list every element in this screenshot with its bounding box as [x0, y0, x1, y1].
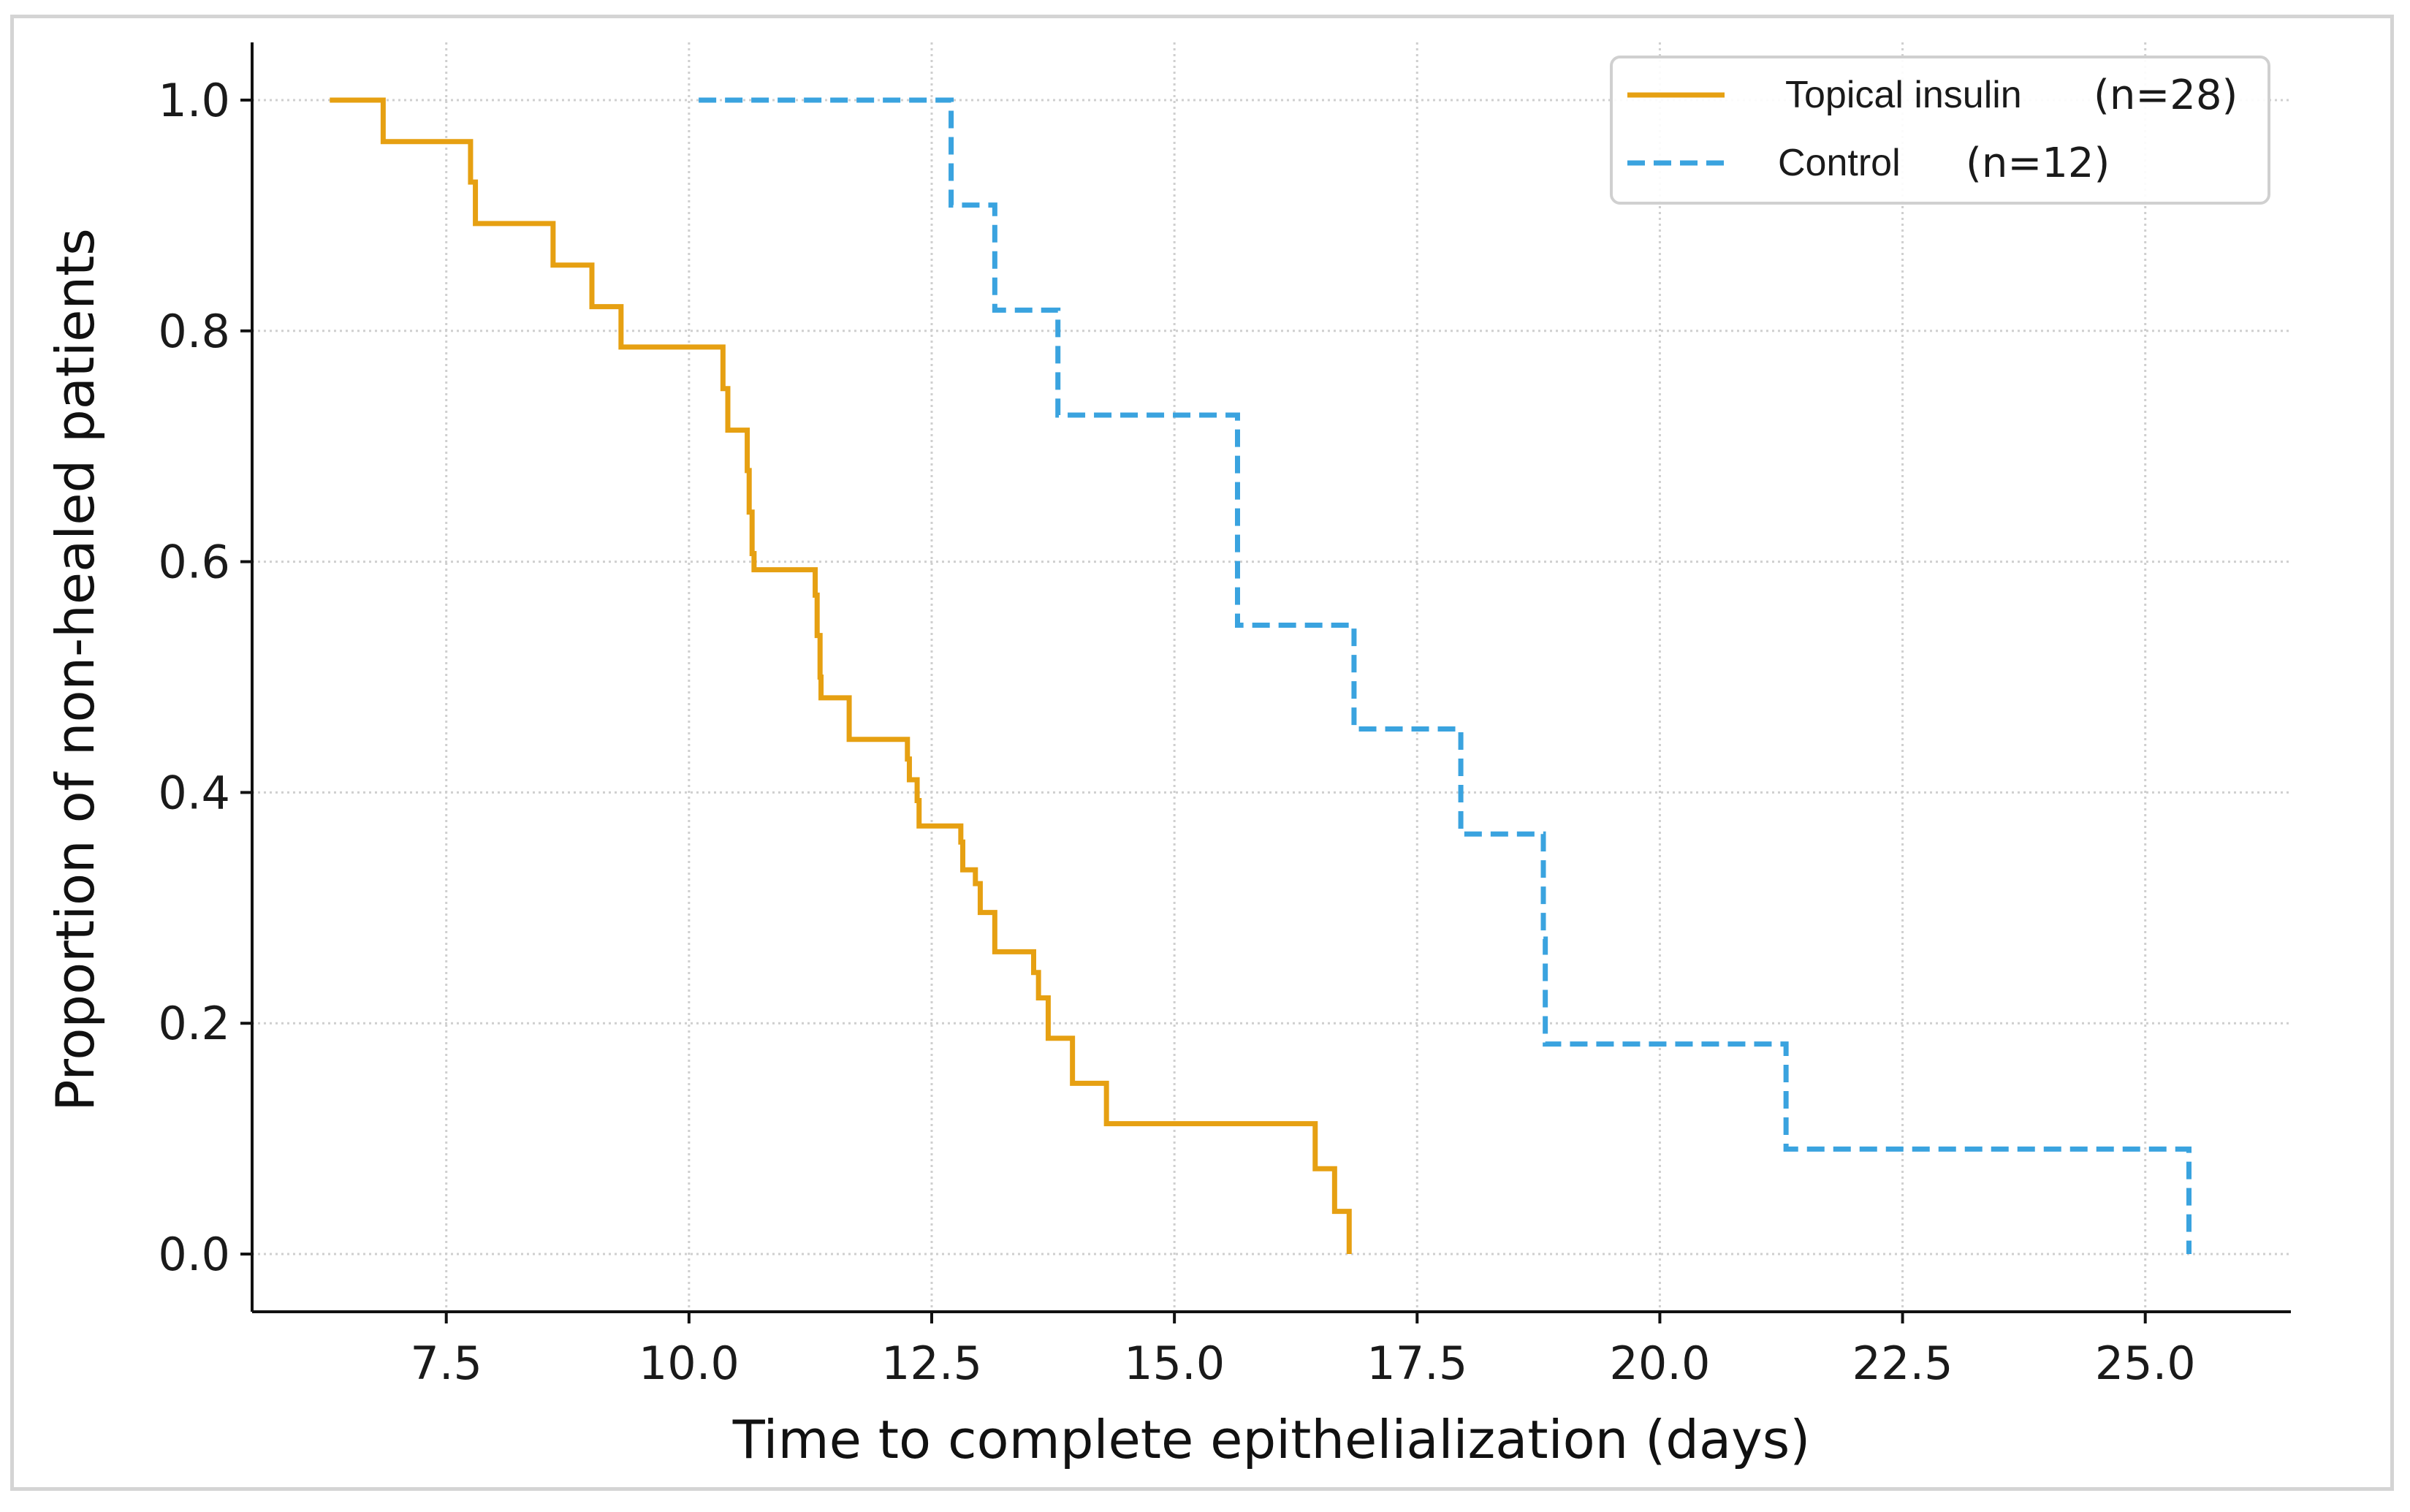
legend-label-topical-insulin: Topical insulin — [1785, 74, 2022, 116]
y-tick-label-1: 0.2 — [158, 997, 230, 1050]
y-tick-label-2: 0.4 — [158, 766, 230, 819]
legend-box — [1610, 56, 2270, 205]
ticks: 7.5 10.0 12.5 15.0 17.5 20.0 22.5 25.0 0.0 0.2 0.4… — [158, 74, 2195, 1390]
x-tick-label-6: 22.5 — [1852, 1337, 1953, 1390]
x-tick-label-0: 7.5 — [410, 1337, 482, 1390]
series-line-topical-insulin — [330, 97, 1352, 1255]
x-tick-label-7: 25.0 — [2095, 1337, 2196, 1390]
figure-frame — [10, 15, 2394, 1491]
x-tick-label-5: 20.0 — [1609, 1337, 1710, 1390]
legend: Topical insulin (n=28) Control (n=12) — [1610, 56, 2270, 205]
legend-n-control: (n=12) — [1966, 140, 2110, 187]
x-tick-label-2: 12.5 — [881, 1337, 982, 1390]
x-tick-label-3: 15.0 — [1124, 1337, 1225, 1390]
legend-n-topical-insulin: (n=28) — [2094, 72, 2238, 119]
x-tick-label-1: 10.0 — [639, 1337, 740, 1390]
series-layer — [330, 97, 2192, 1255]
legend-label-control: Control — [1778, 142, 1901, 184]
series-line-control — [699, 97, 2192, 1255]
y-tick-label-0: 0.0 — [158, 1228, 230, 1281]
grid — [252, 42, 2291, 1312]
y-tick-label-5: 1.0 — [158, 74, 230, 127]
axes — [251, 42, 2291, 1313]
y-axis-title: Proportion of non-healed patients — [45, 228, 106, 1112]
y-tick-label-3: 0.6 — [158, 536, 230, 589]
x-tick-label-4: 17.5 — [1366, 1337, 1467, 1390]
x-axis-title: Time to complete epithelialization (days… — [732, 1409, 1811, 1470]
y-tick-label-4: 0.8 — [158, 305, 230, 358]
